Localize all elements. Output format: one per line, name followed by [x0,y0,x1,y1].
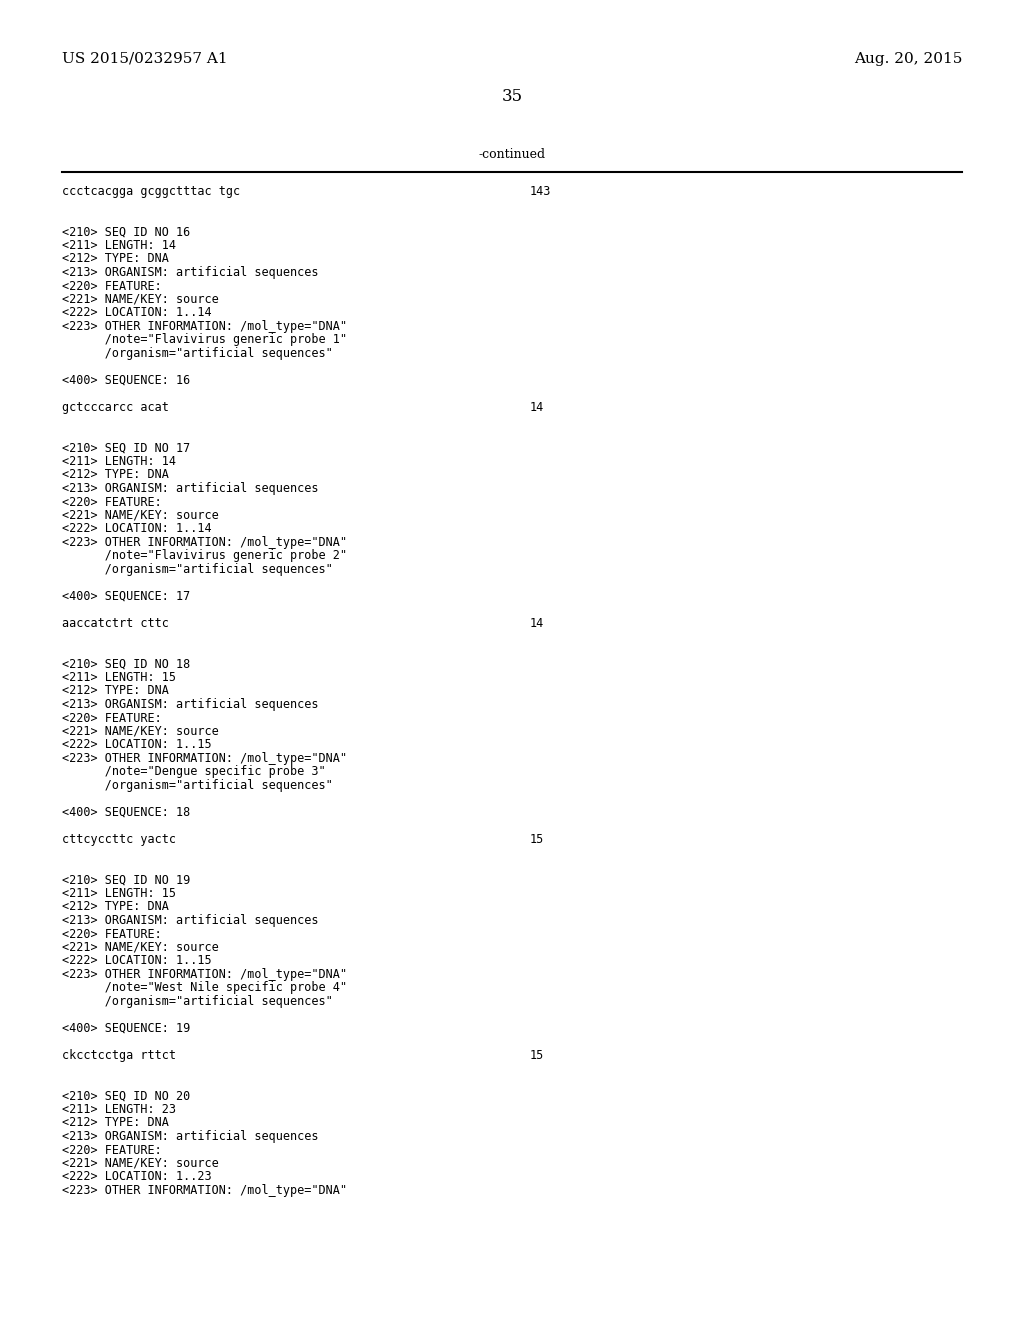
Text: <222> LOCATION: 1..15: <222> LOCATION: 1..15 [62,738,212,751]
Text: /organism="artificial sequences": /organism="artificial sequences" [62,347,333,360]
Text: <400> SEQUENCE: 18: <400> SEQUENCE: 18 [62,807,190,818]
Text: <210> SEQ ID NO 17: <210> SEQ ID NO 17 [62,441,190,454]
Text: /organism="artificial sequences": /organism="artificial sequences" [62,564,333,576]
Text: 14: 14 [530,401,544,414]
Text: <213> ORGANISM: artificial sequences: <213> ORGANISM: artificial sequences [62,698,318,711]
Text: <220> FEATURE:: <220> FEATURE: [62,280,162,293]
Text: <210> SEQ ID NO 18: <210> SEQ ID NO 18 [62,657,190,671]
Text: <223> OTHER INFORMATION: /mol_type="DNA": <223> OTHER INFORMATION: /mol_type="DNA" [62,536,347,549]
Text: /note="Flavivirus generic probe 2": /note="Flavivirus generic probe 2" [62,549,347,562]
Text: /organism="artificial sequences": /organism="artificial sequences" [62,995,333,1008]
Text: 15: 15 [530,1049,544,1063]
Text: <220> FEATURE:: <220> FEATURE: [62,1143,162,1156]
Text: <210> SEQ ID NO 16: <210> SEQ ID NO 16 [62,226,190,239]
Text: <221> NAME/KEY: source: <221> NAME/KEY: source [62,293,219,306]
Text: <212> TYPE: DNA: <212> TYPE: DNA [62,469,169,482]
Text: 35: 35 [502,88,522,106]
Text: <213> ORGANISM: artificial sequences: <213> ORGANISM: artificial sequences [62,482,318,495]
Text: <212> TYPE: DNA: <212> TYPE: DNA [62,685,169,697]
Text: 15: 15 [530,833,544,846]
Text: gctcccarcc acat: gctcccarcc acat [62,401,169,414]
Text: <212> TYPE: DNA: <212> TYPE: DNA [62,252,169,265]
Text: <220> FEATURE:: <220> FEATURE: [62,928,162,940]
Text: <223> OTHER INFORMATION: /mol_type="DNA": <223> OTHER INFORMATION: /mol_type="DNA" [62,1184,347,1197]
Text: US 2015/0232957 A1: US 2015/0232957 A1 [62,51,227,66]
Text: <222> LOCATION: 1..15: <222> LOCATION: 1..15 [62,954,212,968]
Text: aaccatctrt cttc: aaccatctrt cttc [62,616,169,630]
Text: <211> LENGTH: 14: <211> LENGTH: 14 [62,455,176,469]
Text: -continued: -continued [478,148,546,161]
Text: /organism="artificial sequences": /organism="artificial sequences" [62,779,333,792]
Text: <220> FEATURE:: <220> FEATURE: [62,495,162,508]
Text: <211> LENGTH: 15: <211> LENGTH: 15 [62,671,176,684]
Text: <221> NAME/KEY: source: <221> NAME/KEY: source [62,510,219,521]
Text: <213> ORGANISM: artificial sequences: <213> ORGANISM: artificial sequences [62,913,318,927]
Text: <221> NAME/KEY: source: <221> NAME/KEY: source [62,1158,219,1170]
Text: <211> LENGTH: 23: <211> LENGTH: 23 [62,1104,176,1115]
Text: Aug. 20, 2015: Aug. 20, 2015 [854,51,962,66]
Text: /note="Dengue specific probe 3": /note="Dengue specific probe 3" [62,766,326,779]
Text: <220> FEATURE:: <220> FEATURE: [62,711,162,725]
Text: <400> SEQUENCE: 17: <400> SEQUENCE: 17 [62,590,190,603]
Text: <223> OTHER INFORMATION: /mol_type="DNA": <223> OTHER INFORMATION: /mol_type="DNA" [62,968,347,981]
Text: <213> ORGANISM: artificial sequences: <213> ORGANISM: artificial sequences [62,1130,318,1143]
Text: <212> TYPE: DNA: <212> TYPE: DNA [62,1117,169,1130]
Text: <221> NAME/KEY: source: <221> NAME/KEY: source [62,941,219,954]
Text: <400> SEQUENCE: 16: <400> SEQUENCE: 16 [62,374,190,387]
Text: <210> SEQ ID NO 19: <210> SEQ ID NO 19 [62,874,190,887]
Text: <222> LOCATION: 1..14: <222> LOCATION: 1..14 [62,306,212,319]
Text: <211> LENGTH: 15: <211> LENGTH: 15 [62,887,176,900]
Text: cttcyccttc yactc: cttcyccttc yactc [62,833,176,846]
Text: <223> OTHER INFORMATION: /mol_type="DNA": <223> OTHER INFORMATION: /mol_type="DNA" [62,752,347,766]
Text: <211> LENGTH: 14: <211> LENGTH: 14 [62,239,176,252]
Text: <221> NAME/KEY: source: <221> NAME/KEY: source [62,725,219,738]
Text: <213> ORGANISM: artificial sequences: <213> ORGANISM: artificial sequences [62,267,318,279]
Text: ccctcacgga gcggctttac tgc: ccctcacgga gcggctttac tgc [62,185,240,198]
Text: <400> SEQUENCE: 19: <400> SEQUENCE: 19 [62,1022,190,1035]
Text: /note="Flavivirus generic probe 1": /note="Flavivirus generic probe 1" [62,334,347,346]
Text: <210> SEQ ID NO 20: <210> SEQ ID NO 20 [62,1089,190,1102]
Text: 14: 14 [530,616,544,630]
Text: <223> OTHER INFORMATION: /mol_type="DNA": <223> OTHER INFORMATION: /mol_type="DNA" [62,319,347,333]
Text: <222> LOCATION: 1..23: <222> LOCATION: 1..23 [62,1171,212,1184]
Text: 143: 143 [530,185,551,198]
Text: /note="West Nile specific probe 4": /note="West Nile specific probe 4" [62,982,347,994]
Text: <212> TYPE: DNA: <212> TYPE: DNA [62,900,169,913]
Text: <222> LOCATION: 1..14: <222> LOCATION: 1..14 [62,523,212,536]
Text: ckcctcctga rttct: ckcctcctga rttct [62,1049,176,1063]
